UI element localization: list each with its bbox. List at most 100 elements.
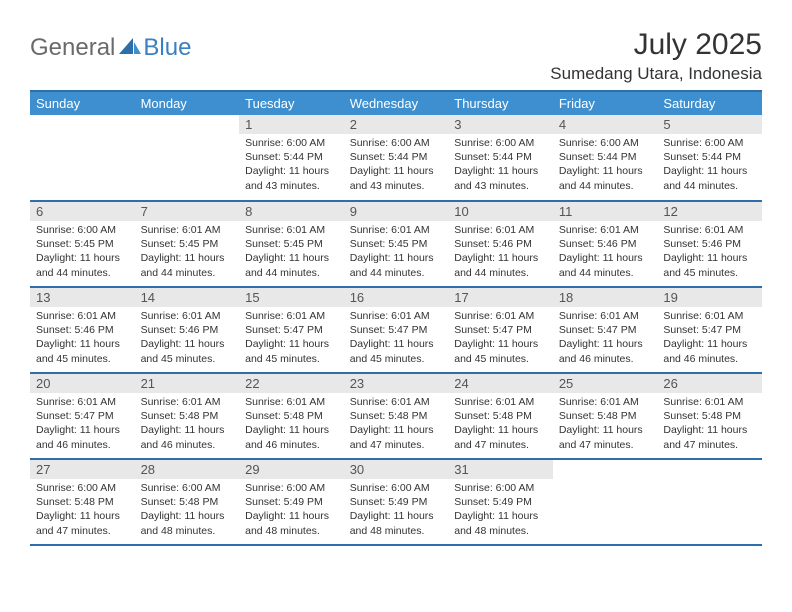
- sunrise-text: Sunrise: 6:00 AM: [663, 136, 756, 150]
- day-cell: [30, 115, 135, 201]
- daylight-text: Daylight: 11 hours and 48 minutes.: [350, 509, 443, 537]
- sunset-text: Sunset: 5:46 PM: [36, 323, 129, 337]
- daylight-text: Daylight: 11 hours and 47 minutes.: [663, 423, 756, 451]
- sunset-text: Sunset: 5:47 PM: [245, 323, 338, 337]
- day-body: Sunrise: 6:01 AMSunset: 5:47 PMDaylight:…: [448, 307, 553, 370]
- day-cell: 24Sunrise: 6:01 AMSunset: 5:48 PMDayligh…: [448, 373, 553, 459]
- day-number: 17: [448, 288, 553, 307]
- day-number: 20: [30, 374, 135, 393]
- day-cell: 10Sunrise: 6:01 AMSunset: 5:46 PMDayligh…: [448, 201, 553, 287]
- day-cell: [657, 459, 762, 545]
- day-body: Sunrise: 6:01 AMSunset: 5:48 PMDaylight:…: [344, 393, 449, 456]
- day-number: 31: [448, 460, 553, 479]
- day-body: Sunrise: 6:01 AMSunset: 5:46 PMDaylight:…: [657, 221, 762, 284]
- day-body: Sunrise: 6:00 AMSunset: 5:49 PMDaylight:…: [448, 479, 553, 542]
- sunrise-text: Sunrise: 6:00 AM: [245, 136, 338, 150]
- sunrise-text: Sunrise: 6:00 AM: [245, 481, 338, 495]
- day-body: Sunrise: 6:01 AMSunset: 5:48 PMDaylight:…: [239, 393, 344, 456]
- sunrise-text: Sunrise: 6:01 AM: [454, 309, 547, 323]
- sunset-text: Sunset: 5:48 PM: [663, 409, 756, 423]
- day-header: Saturday: [657, 92, 762, 115]
- day-cell: [135, 115, 240, 201]
- day-number: 2: [344, 115, 449, 134]
- sunset-text: Sunset: 5:44 PM: [454, 150, 547, 164]
- logo-text-1: General: [30, 34, 115, 62]
- sunset-text: Sunset: 5:48 PM: [36, 495, 129, 509]
- sunset-text: Sunset: 5:48 PM: [454, 409, 547, 423]
- day-number: 1: [239, 115, 344, 134]
- day-number: 27: [30, 460, 135, 479]
- daylight-text: Daylight: 11 hours and 44 minutes.: [663, 164, 756, 192]
- daylight-text: Daylight: 11 hours and 46 minutes.: [663, 337, 756, 365]
- day-number: 14: [135, 288, 240, 307]
- daylight-text: Daylight: 11 hours and 45 minutes.: [454, 337, 547, 365]
- day-cell: 27Sunrise: 6:00 AMSunset: 5:48 PMDayligh…: [30, 459, 135, 545]
- sunset-text: Sunset: 5:46 PM: [663, 237, 756, 251]
- daylight-text: Daylight: 11 hours and 46 minutes.: [36, 423, 129, 451]
- day-cell: 9Sunrise: 6:01 AMSunset: 5:45 PMDaylight…: [344, 201, 449, 287]
- header: General Blue July 2025 Sumedang Utara, I…: [30, 28, 762, 84]
- day-header: Thursday: [448, 92, 553, 115]
- sunrise-text: Sunrise: 6:01 AM: [559, 309, 652, 323]
- day-cell: 12Sunrise: 6:01 AMSunset: 5:46 PMDayligh…: [657, 201, 762, 287]
- day-cell: 18Sunrise: 6:01 AMSunset: 5:47 PMDayligh…: [553, 287, 658, 373]
- sunrise-text: Sunrise: 6:01 AM: [245, 395, 338, 409]
- day-cell: 1Sunrise: 6:00 AMSunset: 5:44 PMDaylight…: [239, 115, 344, 201]
- sunrise-text: Sunrise: 6:00 AM: [141, 481, 234, 495]
- day-cell: 26Sunrise: 6:01 AMSunset: 5:48 PMDayligh…: [657, 373, 762, 459]
- sunrise-text: Sunrise: 6:01 AM: [141, 223, 234, 237]
- daylight-text: Daylight: 11 hours and 44 minutes.: [36, 251, 129, 279]
- daylight-text: Daylight: 11 hours and 47 minutes.: [350, 423, 443, 451]
- sunset-text: Sunset: 5:49 PM: [350, 495, 443, 509]
- day-number: [657, 460, 762, 464]
- sunrise-text: Sunrise: 6:01 AM: [454, 395, 547, 409]
- sunrise-text: Sunrise: 6:00 AM: [36, 223, 129, 237]
- sunrise-text: Sunrise: 6:00 AM: [350, 136, 443, 150]
- day-number: 26: [657, 374, 762, 393]
- daylight-text: Daylight: 11 hours and 44 minutes.: [245, 251, 338, 279]
- day-body: Sunrise: 6:00 AMSunset: 5:44 PMDaylight:…: [657, 134, 762, 197]
- day-number: 18: [553, 288, 658, 307]
- day-header-row: Sunday Monday Tuesday Wednesday Thursday…: [30, 92, 762, 115]
- day-cell: 20Sunrise: 6:01 AMSunset: 5:47 PMDayligh…: [30, 373, 135, 459]
- sunset-text: Sunset: 5:46 PM: [454, 237, 547, 251]
- day-number: 21: [135, 374, 240, 393]
- day-number: 22: [239, 374, 344, 393]
- day-cell: 25Sunrise: 6:01 AMSunset: 5:48 PMDayligh…: [553, 373, 658, 459]
- sunset-text: Sunset: 5:49 PM: [454, 495, 547, 509]
- calendar-table: Sunday Monday Tuesday Wednesday Thursday…: [30, 92, 762, 546]
- sunset-text: Sunset: 5:48 PM: [141, 495, 234, 509]
- sunset-text: Sunset: 5:44 PM: [559, 150, 652, 164]
- sunrise-text: Sunrise: 6:00 AM: [559, 136, 652, 150]
- sunrise-text: Sunrise: 6:01 AM: [141, 309, 234, 323]
- sunrise-text: Sunrise: 6:01 AM: [350, 309, 443, 323]
- sunset-text: Sunset: 5:46 PM: [141, 323, 234, 337]
- day-number: 11: [553, 202, 658, 221]
- day-body: Sunrise: 6:00 AMSunset: 5:49 PMDaylight:…: [239, 479, 344, 542]
- daylight-text: Daylight: 11 hours and 48 minutes.: [454, 509, 547, 537]
- day-cell: 17Sunrise: 6:01 AMSunset: 5:47 PMDayligh…: [448, 287, 553, 373]
- day-number: 23: [344, 374, 449, 393]
- sunset-text: Sunset: 5:48 PM: [350, 409, 443, 423]
- sunrise-text: Sunrise: 6:01 AM: [350, 223, 443, 237]
- daylight-text: Daylight: 11 hours and 44 minutes.: [454, 251, 547, 279]
- sunset-text: Sunset: 5:48 PM: [141, 409, 234, 423]
- daylight-text: Daylight: 11 hours and 45 minutes.: [663, 251, 756, 279]
- day-cell: 3Sunrise: 6:00 AMSunset: 5:44 PMDaylight…: [448, 115, 553, 201]
- sunrise-text: Sunrise: 6:01 AM: [245, 309, 338, 323]
- week-row: 20Sunrise: 6:01 AMSunset: 5:47 PMDayligh…: [30, 373, 762, 459]
- sunrise-text: Sunrise: 6:00 AM: [454, 136, 547, 150]
- day-cell: 4Sunrise: 6:00 AMSunset: 5:44 PMDaylight…: [553, 115, 658, 201]
- day-cell: 15Sunrise: 6:01 AMSunset: 5:47 PMDayligh…: [239, 287, 344, 373]
- daylight-text: Daylight: 11 hours and 47 minutes.: [454, 423, 547, 451]
- sunset-text: Sunset: 5:48 PM: [559, 409, 652, 423]
- daylight-text: Daylight: 11 hours and 47 minutes.: [559, 423, 652, 451]
- day-cell: 22Sunrise: 6:01 AMSunset: 5:48 PMDayligh…: [239, 373, 344, 459]
- day-cell: 8Sunrise: 6:01 AMSunset: 5:45 PMDaylight…: [239, 201, 344, 287]
- day-number: 4: [553, 115, 658, 134]
- daylight-text: Daylight: 11 hours and 43 minutes.: [454, 164, 547, 192]
- sunrise-text: Sunrise: 6:01 AM: [350, 395, 443, 409]
- sunrise-text: Sunrise: 6:01 AM: [454, 223, 547, 237]
- day-number: 7: [135, 202, 240, 221]
- day-cell: 28Sunrise: 6:00 AMSunset: 5:48 PMDayligh…: [135, 459, 240, 545]
